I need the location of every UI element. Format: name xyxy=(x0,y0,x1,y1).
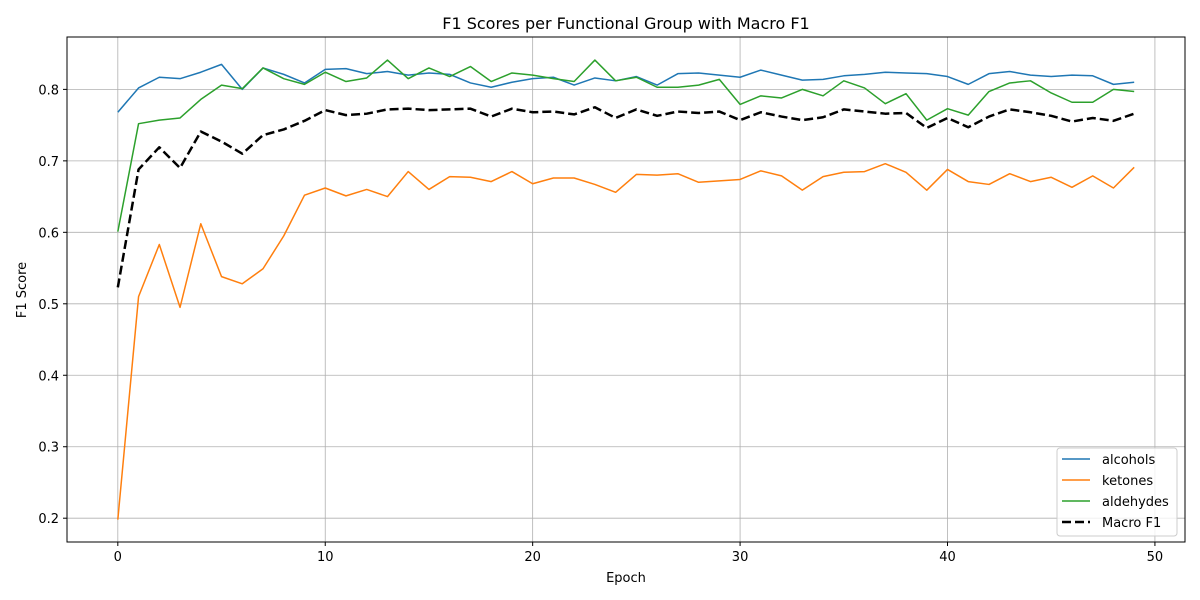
y-tick-label: 0.2 xyxy=(38,512,59,527)
legend-label-macro-f1: Macro F1 xyxy=(1102,516,1161,531)
y-axis-ticks: 0.2 0.3 0.4 0.5 0.6 0.7 0.8 xyxy=(38,83,67,527)
y-tick-label: 0.8 xyxy=(38,83,59,98)
x-tick-label: 20 xyxy=(524,550,541,565)
x-tick-label: 10 xyxy=(317,550,334,565)
legend-frame xyxy=(1056,447,1178,537)
x-tick-label: 30 xyxy=(732,550,749,565)
x-tick-label: 40 xyxy=(939,550,956,565)
series-line-ketones xyxy=(117,162,1135,520)
x-tick-label: 0 xyxy=(114,550,122,565)
chart-title: F1 Scores per Functional Group with Macr… xyxy=(442,14,809,33)
x-axis-label: Epoch xyxy=(606,571,646,586)
x-tick-label: 50 xyxy=(1147,550,1164,565)
y-tick-label: 0.6 xyxy=(38,226,59,241)
plot-area-frame xyxy=(66,36,1186,543)
x-axis-ticks: 0 10 20 30 40 50 xyxy=(114,542,1164,565)
legend-label-alcohols: alcohols xyxy=(1102,453,1155,468)
series-line-macro-f1 xyxy=(116,106,1135,288)
y-tick-label: 0.4 xyxy=(38,369,59,384)
y-tick-label: 0.5 xyxy=(38,298,59,313)
y-axis-label: F1 Score xyxy=(15,262,30,318)
y-tick-label: 0.3 xyxy=(38,441,59,456)
grid xyxy=(67,37,1185,542)
legend-label-aldehydes: aldehydes xyxy=(1102,495,1169,510)
series-line-aldehydes xyxy=(117,59,1135,232)
series-lines xyxy=(116,59,1135,520)
legend: alcohols ketones aldehydes Macro F1 xyxy=(1056,447,1178,537)
legend-label-ketones: ketones xyxy=(1102,474,1153,489)
y-tick-label: 0.7 xyxy=(38,155,59,170)
